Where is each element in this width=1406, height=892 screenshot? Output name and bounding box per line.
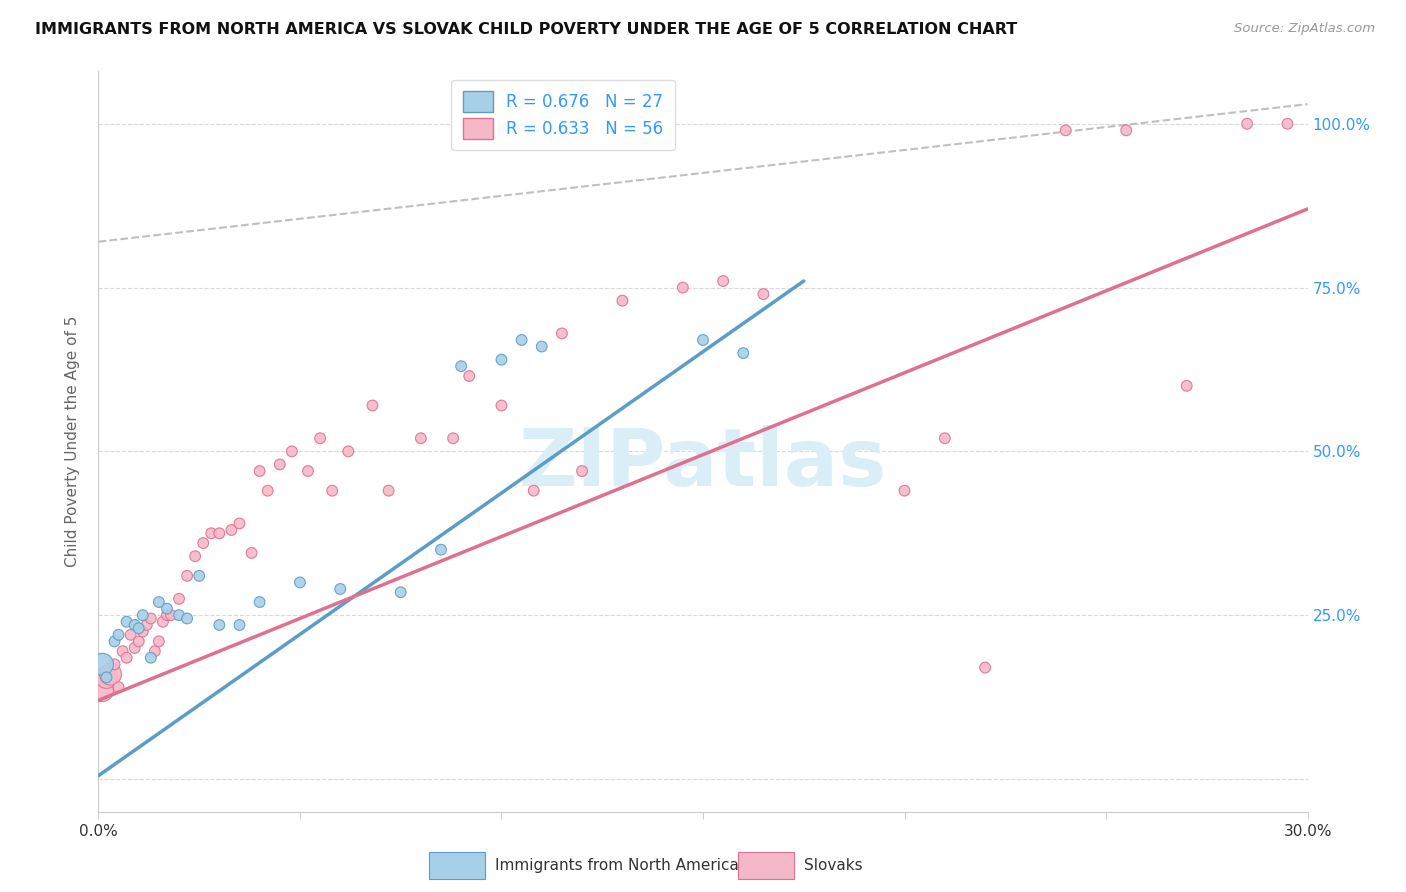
Point [103, 634, 125, 648]
Point [152, 615, 174, 629]
Point [221, 523, 243, 537]
Point [711, 274, 734, 288]
Point [103, 657, 125, 672]
Point [974, 660, 997, 674]
Point [148, 595, 170, 609]
Text: ZIPatlas: ZIPatlas [519, 425, 887, 503]
Point [377, 483, 399, 498]
Point [692, 333, 714, 347]
Point [733, 346, 755, 360]
Point [281, 444, 304, 458]
Point [132, 608, 155, 623]
Point [228, 516, 250, 531]
Text: Immigrants from North America: Immigrants from North America [495, 858, 738, 872]
Point [139, 650, 162, 665]
Point [128, 621, 150, 635]
Point [135, 618, 157, 632]
Point [240, 546, 263, 560]
Text: Slovaks: Slovaks [804, 858, 863, 872]
Point [530, 339, 553, 353]
Point [176, 569, 198, 583]
Point [176, 611, 198, 625]
Point [297, 464, 319, 478]
Point [409, 431, 432, 445]
Point [124, 618, 146, 632]
Legend: R = 0.676   N = 27, R = 0.633   N = 56: R = 0.676 N = 27, R = 0.633 N = 56 [451, 79, 675, 151]
Point [288, 575, 311, 590]
Point [321, 483, 343, 498]
Point [491, 352, 513, 367]
Point [124, 640, 146, 655]
Point [143, 644, 166, 658]
Point [120, 628, 142, 642]
Point [107, 680, 129, 694]
Point [441, 431, 464, 445]
Y-axis label: Child Poverty Under the Age of 5: Child Poverty Under the Age of 5 [65, 316, 80, 567]
Point [188, 569, 211, 583]
Point [249, 595, 271, 609]
Point [612, 293, 634, 308]
Point [115, 650, 138, 665]
Point [228, 618, 250, 632]
Point [208, 618, 231, 632]
Point [96, 670, 118, 684]
Point [111, 644, 134, 658]
Point [491, 399, 513, 413]
Point [1277, 117, 1299, 131]
Point [551, 326, 574, 341]
Point [128, 634, 150, 648]
Point [107, 628, 129, 642]
Point [1175, 379, 1198, 393]
Point [510, 333, 533, 347]
Point [309, 431, 332, 445]
Point [156, 601, 179, 615]
Point [672, 280, 695, 294]
Point [1054, 123, 1077, 137]
Point [115, 615, 138, 629]
Point [96, 670, 118, 684]
Point [934, 431, 956, 445]
Point [1115, 123, 1137, 137]
Point [571, 464, 593, 478]
Point [269, 458, 291, 472]
Point [458, 369, 481, 384]
Point [167, 608, 190, 623]
Point [148, 634, 170, 648]
Point [893, 483, 915, 498]
Point [139, 611, 162, 625]
Point [91, 683, 114, 698]
Text: IMMIGRANTS FROM NORTH AMERICA VS SLOVAK CHILD POVERTY UNDER THE AGE OF 5 CORRELA: IMMIGRANTS FROM NORTH AMERICA VS SLOVAK … [35, 22, 1018, 37]
Point [361, 399, 384, 413]
Point [184, 549, 207, 564]
Point [100, 667, 122, 681]
Point [160, 608, 183, 623]
Point [450, 359, 472, 374]
Point [389, 585, 412, 599]
Point [132, 624, 155, 639]
Point [752, 287, 775, 301]
Point [1236, 117, 1258, 131]
Point [256, 483, 278, 498]
Point [156, 608, 179, 623]
Point [167, 591, 190, 606]
Point [337, 444, 360, 458]
Point [329, 582, 352, 596]
Text: Source: ZipAtlas.com: Source: ZipAtlas.com [1234, 22, 1375, 36]
Point [523, 483, 546, 498]
Point [200, 526, 222, 541]
Point [193, 536, 215, 550]
Point [430, 542, 453, 557]
Point [91, 657, 114, 672]
Point [249, 464, 271, 478]
Point [208, 526, 231, 541]
